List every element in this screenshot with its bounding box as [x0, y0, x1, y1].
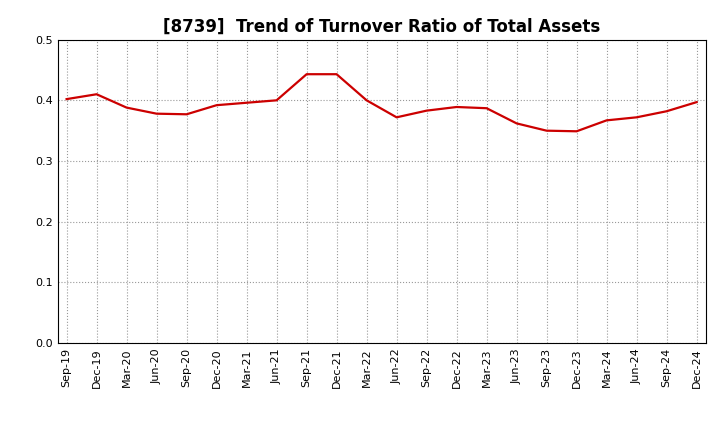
Title: [8739]  Trend of Turnover Ratio of Total Assets: [8739] Trend of Turnover Ratio of Total … — [163, 17, 600, 35]
